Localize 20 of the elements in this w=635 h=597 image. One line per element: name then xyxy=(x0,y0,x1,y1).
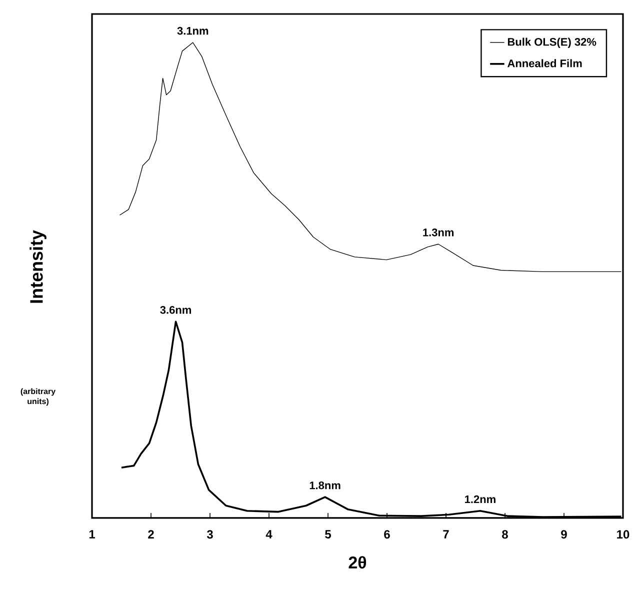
x-tick-label: 7 xyxy=(443,530,449,538)
annotation: 1.3nm xyxy=(423,228,454,236)
x-tick-label: 6 xyxy=(384,530,390,539)
annotation: 1.8nm xyxy=(310,481,340,490)
x-axis-title: 2θ xyxy=(348,556,366,569)
annotation: 1.2nm xyxy=(465,495,496,504)
x-tick-label: 9 xyxy=(561,530,567,539)
text: (arbitrary units) xyxy=(20,388,56,406)
legend-label: Bulk OLS(E) 32% xyxy=(508,38,596,48)
x-tick-label: 8 xyxy=(502,530,508,539)
x-tick-label: 10 xyxy=(617,530,630,539)
y-axis-title: Intensity xyxy=(30,230,46,303)
x-tick-label: 2 xyxy=(148,530,154,538)
annotation: 3.1nm xyxy=(177,26,208,35)
x-tick-label: 1 xyxy=(89,530,96,538)
annotation: 3.6nm xyxy=(160,306,191,314)
legend-label: Annealed Film xyxy=(507,59,582,68)
x-tick-label: 4 xyxy=(266,530,272,538)
x-tick-label: 5 xyxy=(325,530,331,538)
x-tick-label: 3 xyxy=(206,530,213,539)
